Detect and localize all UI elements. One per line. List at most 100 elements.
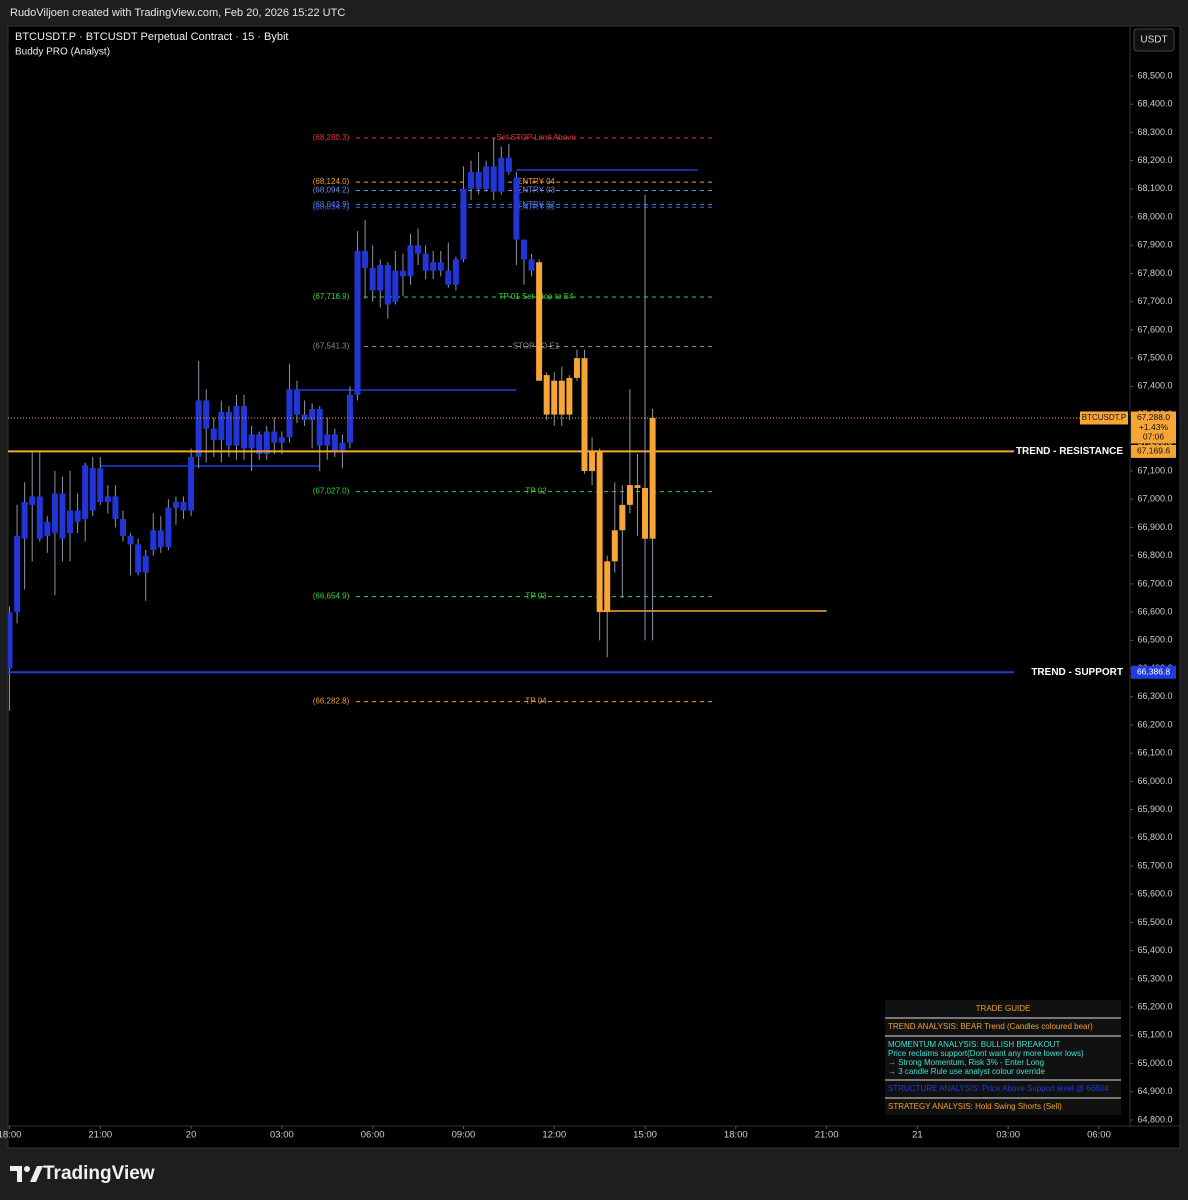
axis-price-box (1131, 444, 1176, 458)
footer-brand: TradingView (43, 1163, 155, 1184)
candle-body (430, 262, 437, 271)
axis-price-box (1131, 665, 1176, 679)
y-tick-label: 66,200.0 (1137, 719, 1172, 729)
candle-body (331, 434, 338, 452)
candle-body (460, 188, 467, 260)
plot-area: (68,280.3) Set STOP Limit Above (68,124.0)… (8, 133, 827, 711)
candle-body (21, 502, 28, 539)
candle-body (172, 502, 179, 508)
candle-body (233, 406, 240, 446)
last-price-change: +1.43% (1139, 422, 1169, 432)
y-tick-label: 68,400.0 (1137, 99, 1172, 109)
candle-body (157, 530, 164, 548)
x-tick-label: 06:00 (1087, 1130, 1111, 1141)
y-tick-label: 68,300.0 (1137, 127, 1172, 137)
trade-level-label: TP 02 (525, 487, 547, 496)
candle-body (294, 389, 301, 415)
candle-body (278, 437, 285, 443)
y-tick-label: 67,700.0 (1137, 296, 1172, 306)
candle-body (271, 431, 278, 443)
candle-body (195, 400, 202, 457)
candle-body (392, 270, 399, 302)
trend-label: TREND - SUPPORT (1031, 667, 1123, 678)
candle-body (36, 496, 43, 539)
trend-label-bg (1014, 665, 1128, 680)
candle-body (558, 380, 565, 415)
trade-level-label: ENTRY 03 (517, 186, 555, 195)
candle-body (468, 171, 475, 189)
guide-momentum: → 3 candle Rule use analyst colour overr… (888, 1067, 1046, 1076)
candle-body (324, 434, 331, 446)
candle-body (241, 406, 248, 449)
y-tick-label: 66,900.0 (1137, 522, 1172, 532)
candle-body (437, 262, 444, 271)
candle-body (513, 177, 520, 240)
guide-momentum: → Strong Momentum, Risk 3% - Enter Long (888, 1058, 1044, 1067)
y-tick-label: 66,800.0 (1137, 550, 1172, 560)
candle-body (384, 265, 391, 305)
trade-level-value: (67,541.3) (313, 342, 350, 351)
candle-body (127, 535, 134, 545)
candle-body (74, 510, 81, 522)
candle-body (551, 380, 558, 415)
currency-button[interactable] (1133, 28, 1175, 52)
chart-subtitle: Buddy PRO (Analyst) (15, 47, 110, 58)
candle-body (581, 358, 588, 472)
trade-level-label: TP 03 (525, 592, 547, 601)
candle-body (256, 434, 263, 455)
currency-label[interactable]: USDT (1140, 35, 1167, 46)
x-tick-label: 09:00 (452, 1130, 476, 1141)
candle-body (543, 375, 550, 415)
trade-level-label: TP 04 (525, 697, 547, 706)
symbol-label: BTCUSDT.P (1082, 413, 1126, 422)
candle-body (619, 504, 626, 531)
candle-body (89, 468, 96, 511)
candle-body (165, 507, 172, 548)
chart-panel (7, 25, 1181, 1149)
candle-body (422, 253, 429, 271)
y-tick-label: 67,100.0 (1137, 465, 1172, 475)
trade-level-value: (68,043.9) (313, 200, 350, 209)
candle-body (309, 408, 316, 421)
logo-mark (10, 1166, 22, 1182)
candle-body (150, 530, 157, 551)
y-tick-label: 65,400.0 (1137, 945, 1172, 955)
candle-body (225, 411, 232, 446)
candle-body (104, 496, 111, 503)
x-tick-label: 06:00 (361, 1130, 385, 1141)
y-tick-label: 66,500.0 (1137, 635, 1172, 645)
trade-level-value: (66,654.9) (313, 592, 350, 601)
y-tick-label: 66,100.0 (1137, 748, 1172, 758)
trade-level-label: ENTRY 02 (517, 200, 555, 209)
y-tick-label: 65,800.0 (1137, 832, 1172, 842)
trade-level-value: (68,124.0) (313, 177, 350, 186)
x-tick-label: 03:00 (996, 1130, 1020, 1141)
candle-body (316, 408, 323, 446)
x-tick-label: 15:00 (633, 1130, 657, 1141)
y-tick-label: 68,000.0 (1137, 211, 1172, 221)
logo-mark (30, 1166, 43, 1182)
logo-dot (24, 1166, 30, 1172)
candle-body (142, 555, 149, 573)
last-price-label: 67,288.0 (1137, 412, 1170, 422)
trade-level-value: (67,716.9) (313, 292, 350, 301)
axis-price-label: 67,169.6 (1137, 446, 1170, 456)
candle-body (210, 428, 217, 440)
trend-label: TREND - RESISTANCE (1016, 446, 1123, 457)
candle-body (339, 442, 346, 452)
y-tick-label: 65,600.0 (1137, 889, 1172, 899)
candle-body (263, 431, 270, 455)
candle-body (452, 259, 459, 285)
trade-guide-panel (885, 1000, 1121, 1115)
trade-level-label: Set STOP Limit Above (496, 133, 576, 142)
candle-body (369, 267, 376, 291)
guide-title: TRADE GUIDE (976, 1004, 1031, 1013)
last-price-box (1131, 411, 1176, 444)
candle-body (51, 493, 58, 534)
symbol-box (1080, 411, 1128, 425)
candle-body (112, 496, 119, 519)
y-tick-label: 64,900.0 (1137, 1086, 1172, 1096)
candle-body (29, 496, 36, 505)
last-price-countdown: 07:06 (1143, 432, 1165, 442)
